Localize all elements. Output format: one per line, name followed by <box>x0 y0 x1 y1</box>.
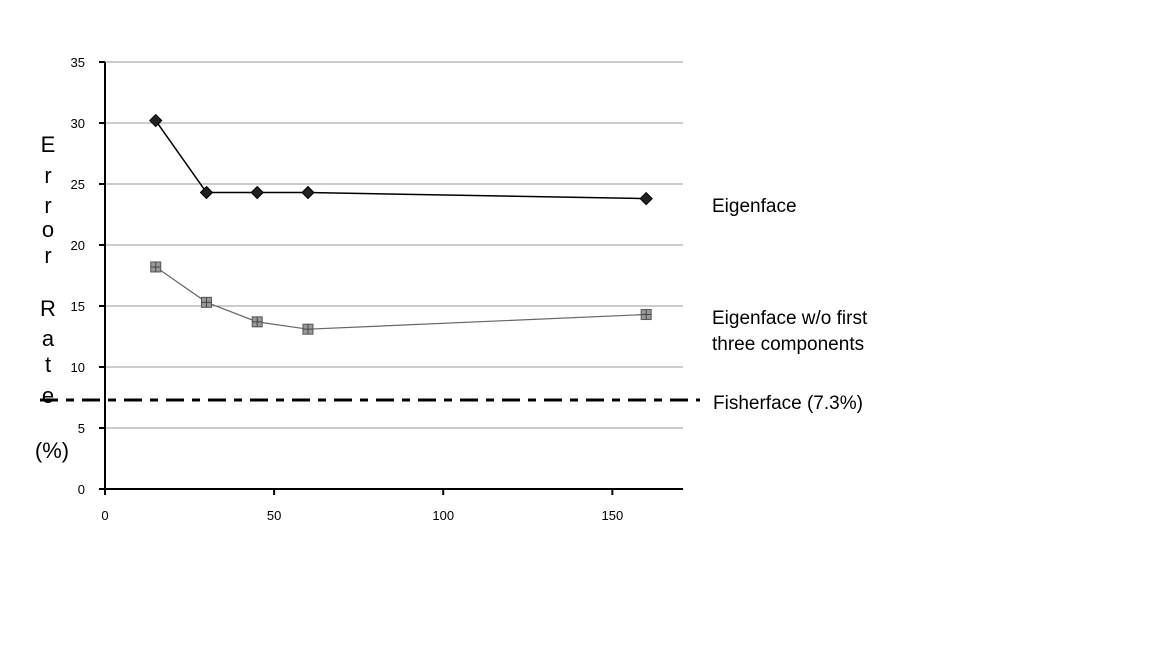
y-tick-label-0: 0 <box>78 482 85 497</box>
y-axis-label-part-5: R <box>40 296 56 321</box>
series-1-point-4-hatch <box>641 309 652 320</box>
y-tick-label-25: 25 <box>71 177 85 192</box>
series-1-point-2-hatch <box>252 316 263 327</box>
y-tick-label-35: 35 <box>71 55 85 70</box>
y-tick-labels: 0 5 10 15 20 25 30 35 <box>71 55 85 497</box>
series-1-point-1-hatch <box>201 297 212 308</box>
y-axis-label-part-1: r <box>44 163 51 188</box>
series-0-point-1 <box>199 185 214 200</box>
series-0-point-4 <box>639 191 653 206</box>
series-1-point-3-hatch <box>302 324 313 335</box>
x-tick-label-150: 150 <box>602 508 624 523</box>
y-axis-label-part-7: t <box>45 352 51 377</box>
y-axis-label-part-2: r <box>44 193 51 218</box>
axes <box>99 61 683 495</box>
series-label-eigenface-wo-line-1: three components <box>712 334 864 355</box>
y-tick-label-15: 15 <box>71 299 85 314</box>
y-axis-label-part-6: a <box>42 326 55 351</box>
y-axis-label-part-9: (%) <box>35 438 69 463</box>
x-tick-label-0: 0 <box>101 508 108 523</box>
series-line-0 <box>155 120 647 200</box>
reference-label-fisherface: Fisherface (7.3%) <box>713 393 863 414</box>
y-tick-label-5: 5 <box>78 421 85 436</box>
x-tick-label-100: 100 <box>432 508 454 523</box>
x-tick-labels: 0 50 100 150 <box>101 508 623 523</box>
grid-lines <box>105 61 683 429</box>
y-axis-label-part-3: o <box>42 217 54 242</box>
y-axis-label-part-0: E <box>41 132 56 157</box>
series-1-point-0-hatch <box>150 261 161 272</box>
y-tick-label-30: 30 <box>71 116 85 131</box>
y-tick-label-20: 20 <box>71 238 85 253</box>
x-tick-label-50: 50 <box>267 508 281 523</box>
series-line-1 <box>155 266 647 330</box>
series-0-point-0 <box>149 113 163 128</box>
series-0-point-3 <box>301 185 315 200</box>
series-0-point-2 <box>250 185 264 200</box>
series-label-eigenface-wo-line-0: Eigenface w/o first <box>712 308 868 329</box>
series-labels: Fisherface (7.3%) Eigenface Eigenface w/o … <box>712 196 868 414</box>
y-tick-label-10: 10 <box>71 360 85 375</box>
y-axis-label-part-8: e <box>42 383 54 408</box>
series <box>149 113 653 335</box>
y-axis-label-part-4: r <box>44 243 51 268</box>
series-label-eigenface: Eigenface <box>712 196 797 217</box>
